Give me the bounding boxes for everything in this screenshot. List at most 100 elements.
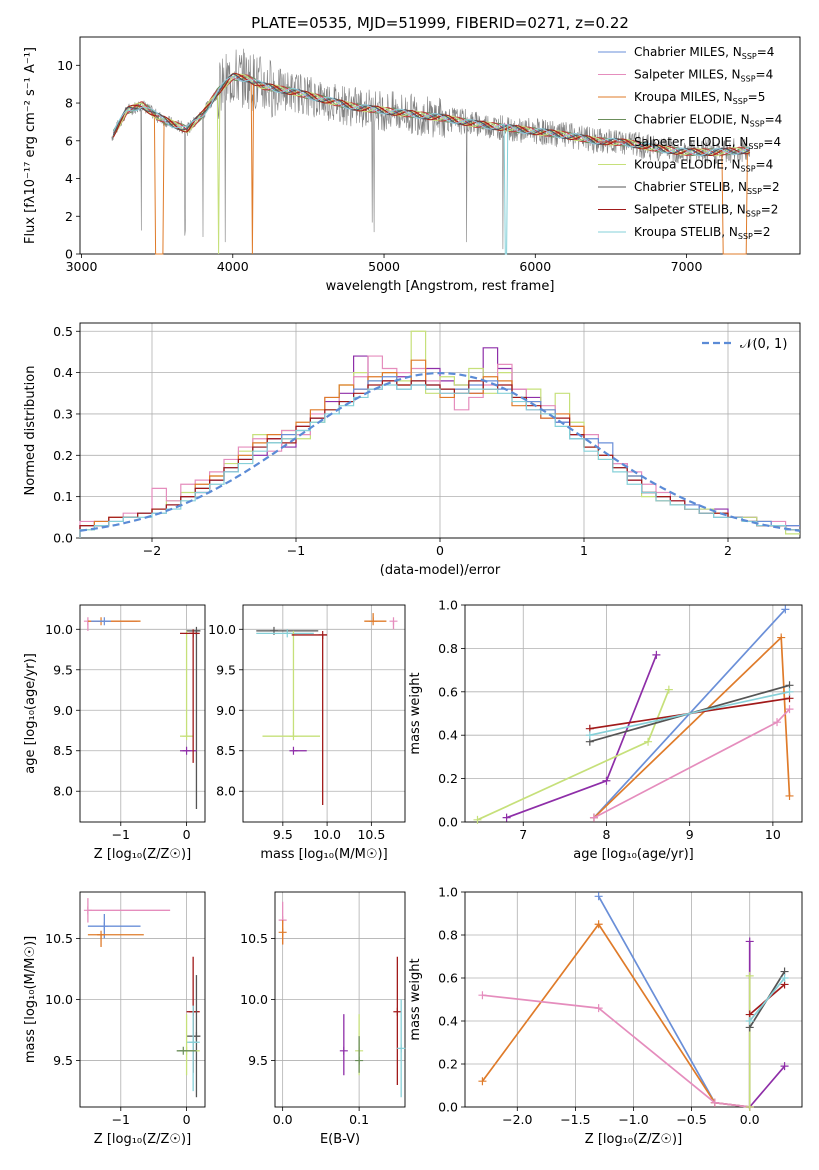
x-tick-label: 7000 xyxy=(671,259,703,274)
y-tick-label: 0.0 xyxy=(53,531,73,546)
data-point-marker xyxy=(189,629,198,638)
data-point-marker xyxy=(473,815,482,824)
y-tick-label: 8.0 xyxy=(216,784,236,799)
data-point-marker xyxy=(710,1098,719,1107)
y-tick-label: 1.0 xyxy=(438,598,458,613)
data-point-marker xyxy=(289,732,298,741)
data-point-marker xyxy=(745,971,754,980)
x-tick-label: 0 xyxy=(183,827,191,842)
y-tick-label: 0.1 xyxy=(53,489,73,504)
legend-label: Chabrier ELODIE, NSSP=4 xyxy=(634,113,782,129)
mass-weight-line-kroupa-stelib xyxy=(589,690,790,737)
x-tick-label: 0.0 xyxy=(740,1112,760,1127)
legend-label: 𝒩(0, 1) xyxy=(740,337,787,352)
mass-weight-line-salpeter-miles xyxy=(482,994,750,1108)
mass-weight-line-kroupa-miles xyxy=(481,922,750,1108)
data-point-marker xyxy=(97,930,106,939)
axes-frame xyxy=(79,322,801,539)
data-point-marker xyxy=(100,922,109,931)
y-tick-label: 0.6 xyxy=(438,684,458,699)
x-axis-label: mass [log₁₀(M/M☉)] xyxy=(260,847,387,862)
data-point-marker xyxy=(189,1038,198,1047)
data-point-marker xyxy=(785,705,794,714)
data-point-marker xyxy=(369,617,378,626)
axes-frame xyxy=(464,604,803,823)
y-tick-label: 10.5 xyxy=(240,931,268,946)
age-vs-mass-panel: 9.5 10.0 10.5 8.0 8.5 9.0 9.5 10.0 mass [log₁₀(M… xyxy=(208,604,406,862)
y-tick-label: 6 xyxy=(65,133,73,148)
y-tick-label: 10 xyxy=(57,58,73,73)
x-tick-label: 0.1 xyxy=(349,1112,369,1127)
x-tick-label: 10.0 xyxy=(313,827,341,842)
mass-weight-line-salpeter-miles xyxy=(593,708,791,819)
y-tick-label: 8 xyxy=(65,96,73,111)
y-tick-label: 0.4 xyxy=(438,728,458,743)
y-tick-label: 0.3 xyxy=(53,406,73,421)
data-point-marker xyxy=(502,813,511,822)
data-point-marker xyxy=(602,776,611,785)
model-line-salpeter-stelib xyxy=(112,73,750,156)
mass-weight-line-chabrier-miles xyxy=(597,895,750,1108)
y-axis-label: mass weight xyxy=(408,672,423,754)
legend-label: Salpeter ELODIE, NSSP=4 xyxy=(634,135,781,151)
y-tick-label: 8.0 xyxy=(53,784,73,799)
spectrum-panel: 3000 4000 5000 6000 7000 0 2 4 6 8 10 wavelength [A… xyxy=(23,36,801,294)
y-tick-label: 0.5 xyxy=(53,324,73,339)
normal-curve-line xyxy=(79,371,801,532)
x-tick-label: 4000 xyxy=(217,259,249,274)
massweight-vs-age-panel: 7 8 9 10 0.0 0.2 0.4 0.6 0.8 1.0 age [log₁₀(age/yr… xyxy=(408,598,803,862)
axes-frame xyxy=(79,891,206,1108)
x-tick-label: 0.0 xyxy=(273,1112,293,1127)
x-axis-label: wavelength [Angstrom, rest frame] xyxy=(326,279,555,294)
y-axis-label: Normed distribution xyxy=(23,366,38,496)
x-tick-label: −1.5 xyxy=(560,1112,590,1127)
x-axis-label: (data-model)/error xyxy=(380,563,501,578)
y-tick-label: 9.5 xyxy=(53,662,73,677)
data-point-marker xyxy=(594,920,603,929)
data-point-marker xyxy=(780,974,789,982)
x-tick-label: 0 xyxy=(183,1112,191,1127)
x-tick-label: 10 xyxy=(765,827,781,842)
data-point-marker xyxy=(393,1007,402,1016)
mass-vs-metallicity-panel: −1 0 9.5 10.0 10.5 Z [log₁₀(Z/Z☉)] mass [log₁₀… xyxy=(23,891,206,1147)
y-axis-label: mass [log₁₀(M/M☉)] xyxy=(23,936,38,1063)
axes-frame xyxy=(79,604,206,823)
mass-vs-extinction-panel: 0.0 0.1 9.5 10.0 10.5 E(B-V) xyxy=(240,891,406,1147)
legend-label: Kroupa ELODIE, NSSP=4 xyxy=(634,158,773,174)
y-tick-label: 0.4 xyxy=(438,1014,458,1029)
y-tick-label: 10.0 xyxy=(208,622,236,637)
x-axis-label: Z [log₁₀(Z/Z☉)] xyxy=(94,1132,191,1147)
x-tick-label: 7 xyxy=(519,827,527,842)
legend-label: Kroupa MILES, NSSP=5 xyxy=(634,90,765,106)
mass-weight-line-kroupa-stelib xyxy=(749,977,786,1022)
y-axis-label: Flux [fλ10⁻¹⁷ erg cm⁻² s⁻¹ A⁻¹] xyxy=(23,47,38,244)
x-tick-label: −1.0 xyxy=(618,1112,648,1127)
x-tick-label: −2 xyxy=(143,543,161,558)
y-tick-label: 2 xyxy=(65,209,73,224)
y-tick-label: 0.0 xyxy=(438,815,458,830)
y-tick-label: 0.2 xyxy=(438,771,458,786)
y-tick-label: 0.0 xyxy=(438,1100,458,1115)
data-point-marker xyxy=(745,937,754,946)
y-tick-label: 0.2 xyxy=(53,448,73,463)
legend-label: Chabrier STELIB, NSSP=2 xyxy=(634,180,780,196)
data-point-marker xyxy=(83,906,92,915)
axes-frame xyxy=(242,604,406,823)
axes-frame xyxy=(274,891,406,1108)
data-point-marker xyxy=(278,928,287,937)
data-point-marker xyxy=(785,687,794,696)
data-point-marker xyxy=(644,737,653,746)
data-point-marker xyxy=(182,746,191,755)
data-point-marker xyxy=(781,605,790,614)
x-tick-label: 9 xyxy=(686,827,694,842)
hist-step-kroupa-stelib xyxy=(79,384,800,538)
y-tick-label: 1.0 xyxy=(438,885,458,900)
x-tick-label: 2 xyxy=(724,543,732,558)
y-tick-label: 9.5 xyxy=(248,1053,268,1068)
legend-label: Salpeter STELIB, NSSP=2 xyxy=(634,203,778,219)
data-point-marker xyxy=(585,731,594,740)
data-point-marker xyxy=(179,1046,188,1055)
y-axis-label: mass weight xyxy=(408,958,423,1040)
figure-title: PLATE=0535, MJD=51999, FIBERID=0271, z=0… xyxy=(251,14,629,32)
